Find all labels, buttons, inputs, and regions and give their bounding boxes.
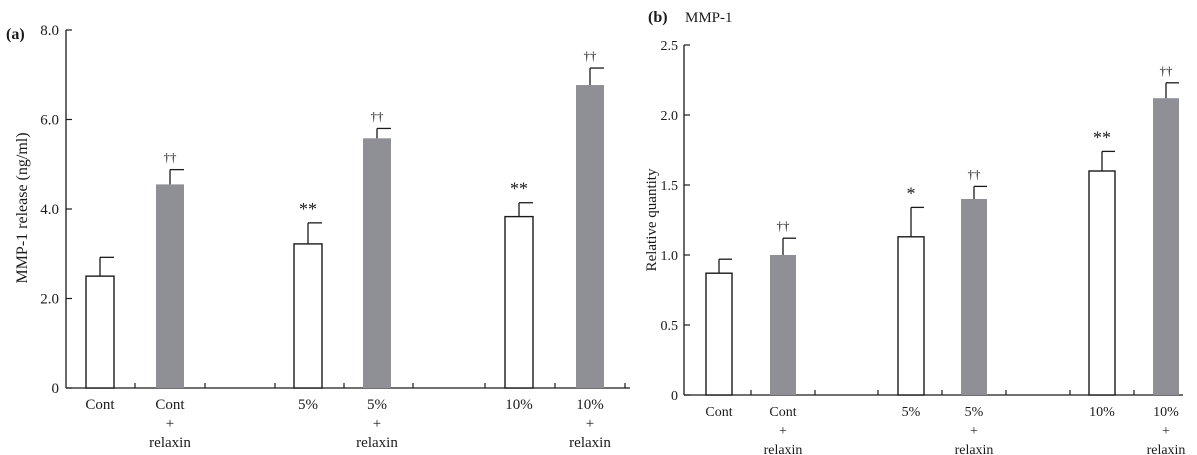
x-category-label: 5% <box>298 397 318 413</box>
x-category-label: 5% + relaxin <box>955 405 994 455</box>
x-category-label: 5% + relaxin <box>356 397 398 451</box>
x-category-label: 5% <box>902 405 921 420</box>
bar <box>504 215 534 389</box>
bar <box>1088 170 1116 396</box>
significance-marker: †† <box>584 48 598 63</box>
bar <box>705 272 733 396</box>
x-category-label: 10% <box>1089 405 1115 420</box>
x-category-label: Cont <box>705 405 732 420</box>
y-tick-label: 1.0 <box>661 249 679 264</box>
significance-marker: †† <box>968 166 982 181</box>
bar <box>156 184 184 388</box>
y-tick-label: 6.0 <box>40 113 59 129</box>
bar <box>961 199 987 395</box>
panel-a-y-axis-label: MMP-1 release (ng/ml) <box>14 132 31 283</box>
significance-marker: †† <box>371 108 385 123</box>
significance-marker: †† <box>164 150 178 165</box>
panel-a: (a) MMP-1 release (ng/ml) 0 2.0 4.0 6.0 8.0 C… <box>6 23 630 451</box>
significance-marker: ** <box>299 199 317 219</box>
x-category-label: Cont + relaxin <box>149 397 191 451</box>
y-tick-label: 0.5 <box>661 319 679 334</box>
panel-a-label: (a) <box>6 26 25 43</box>
y-tick-label: 2.5 <box>661 39 679 54</box>
significance-marker: †† <box>1160 63 1174 78</box>
y-tick-label: 0 <box>52 381 60 397</box>
y-tick-label: 4.0 <box>40 202 59 218</box>
panel-b-label: (b) <box>648 9 668 26</box>
bar <box>770 255 796 395</box>
significance-marker: * <box>907 183 916 203</box>
bar <box>1153 98 1179 395</box>
bar <box>85 275 115 389</box>
panel-b-y-axis-label: Relative quantity <box>644 168 660 271</box>
significance-marker: †† <box>777 218 791 233</box>
bar <box>363 138 391 388</box>
bar <box>293 243 323 389</box>
x-category-label: Cont + relaxin <box>764 405 803 455</box>
y-tick-label: 1.5 <box>661 179 679 194</box>
y-tick-label: 2.0 <box>40 292 59 308</box>
x-category-label: 10% + relaxin <box>1147 405 1186 455</box>
panel-b: (b) MMP-1 Relative quantity 0 0.5 1.0 1.5 2.… <box>644 9 1185 455</box>
y-tick-label: 8.0 <box>40 23 59 39</box>
bar <box>576 85 604 388</box>
significance-marker: ** <box>1093 127 1111 147</box>
panel-b-title: MMP-1 <box>685 10 733 26</box>
significance-marker: ** <box>510 179 528 199</box>
bar <box>897 236 925 396</box>
x-category-label: Cont <box>85 397 115 413</box>
x-category-label: 10% + relaxin <box>569 397 611 451</box>
y-tick-label: 0 <box>671 389 678 404</box>
y-tick-label: 2.0 <box>661 109 679 124</box>
x-category-label: 10% <box>505 397 533 413</box>
